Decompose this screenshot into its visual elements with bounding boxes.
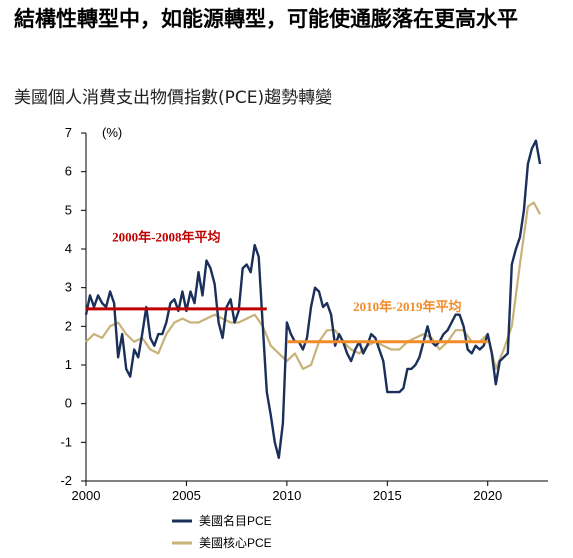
x-tick-label: 2010 <box>272 488 301 503</box>
y-tick-label: 0 <box>65 396 72 411</box>
legend-label: 美國名目PCE <box>199 513 272 528</box>
y-axis-unit-label: (%) <box>102 125 122 140</box>
y-tick-label: 6 <box>65 164 72 179</box>
y-tick-label: 5 <box>65 202 72 217</box>
x-tick-label: 2020 <box>473 488 502 503</box>
y-tick-label: -2 <box>60 473 72 488</box>
average-label-1: 2000年-2008年平均 <box>112 229 220 244</box>
y-tick-label: 7 <box>65 125 72 140</box>
y-tick-label: 4 <box>65 241 72 256</box>
y-tick-label: 1 <box>65 357 72 372</box>
x-tick-label: 2005 <box>172 488 201 503</box>
series-line-headline-pce <box>84 139 542 459</box>
y-tick-label: -1 <box>60 434 72 449</box>
y-tick-label: 2 <box>65 318 72 333</box>
legend-label: 美國核心PCE <box>199 536 272 550</box>
x-tick-label: 2000 <box>72 488 101 503</box>
chart-subtitle: 美國個人消費支出物價指數(PCE)趨勢轉變 <box>14 88 333 108</box>
series-line-core-pce <box>85 201 541 370</box>
y-tick-label: 3 <box>65 280 72 295</box>
x-tick-label: 2015 <box>373 488 402 503</box>
page-title: 結構性轉型中，如能源轉型，可能使通膨落在更高水平 <box>14 7 518 31</box>
average-label-2: 2010年-2019年平均 <box>353 299 461 314</box>
